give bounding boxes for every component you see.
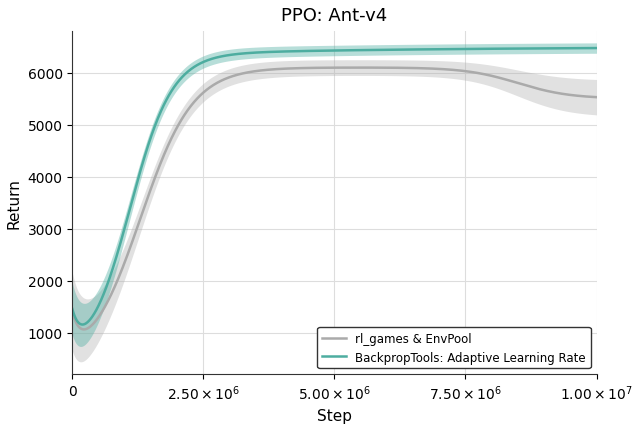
- Title: PPO: Ant-v4: PPO: Ant-v4: [282, 7, 388, 25]
- rl_games & EnvPool: [355, 66, 363, 71]
- BackpropTools: Adaptive Learning Rate: (4.41e+06, 6.42e+03): Adaptive Learning Rate: (4.41e+06, 6.42e…: [300, 49, 308, 55]
- BackpropTools: Adaptive Learning Rate: (1e+07, 6.47e+03): Adaptive Learning Rate: (1e+07, 6.47e+03…: [593, 46, 600, 52]
- BackpropTools: Adaptive Learning Rate: (7.81e+06, 6.46e+03): Adaptive Learning Rate: (7.81e+06, 6.46e…: [478, 47, 486, 52]
- BackpropTools: Adaptive Learning Rate: (7.99e+06, 6.46e+03): Adaptive Learning Rate: (7.99e+06, 6.46e…: [487, 47, 495, 52]
- BackpropTools: Adaptive Learning Rate: (1.03e+06, 3.13e+03): Adaptive Learning Rate: (1.03e+06, 3.13e…: [122, 220, 130, 225]
- Line: rl_games & EnvPool: rl_games & EnvPool: [72, 68, 596, 330]
- Y-axis label: Return: Return: [7, 178, 22, 228]
- rl_games & EnvPool: [429, 67, 437, 72]
- rl_games & EnvPool: [478, 72, 486, 77]
- X-axis label: Step: Step: [317, 408, 352, 423]
- rl_games & EnvPool: [300, 66, 308, 71]
- rl_games & EnvPool: [593, 95, 600, 101]
- Line: BackpropTools: Adaptive Learning Rate: BackpropTools: Adaptive Learning Rate: [72, 49, 596, 325]
- Legend: rl_games & EnvPool, BackpropTools: Adaptive Learning Rate: rl_games & EnvPool, BackpropTools: Adapt…: [317, 327, 591, 369]
- BackpropTools: Adaptive Learning Rate: (6.88e+06, 6.45e+03): Adaptive Learning Rate: (6.88e+06, 6.45e…: [429, 48, 436, 53]
- BackpropTools: Adaptive Learning Rate: (1.9e+05, 1.15e+03): Adaptive Learning Rate: (1.9e+05, 1.15e+…: [79, 322, 86, 327]
- BackpropTools: Adaptive Learning Rate: (4.05e+06, 6.41e+03): Adaptive Learning Rate: (4.05e+06, 6.41e…: [281, 50, 289, 55]
- rl_games & EnvPool: [68, 310, 76, 315]
- rl_games & EnvPool: [281, 67, 289, 72]
- rl_games & EnvPool: [80, 327, 88, 332]
- rl_games & EnvPool: [122, 255, 130, 261]
- BackpropTools: Adaptive Learning Rate: (0, 1.45e+03): Adaptive Learning Rate: (0, 1.45e+03): [68, 307, 76, 312]
- rl_games & EnvPool: [488, 74, 495, 79]
